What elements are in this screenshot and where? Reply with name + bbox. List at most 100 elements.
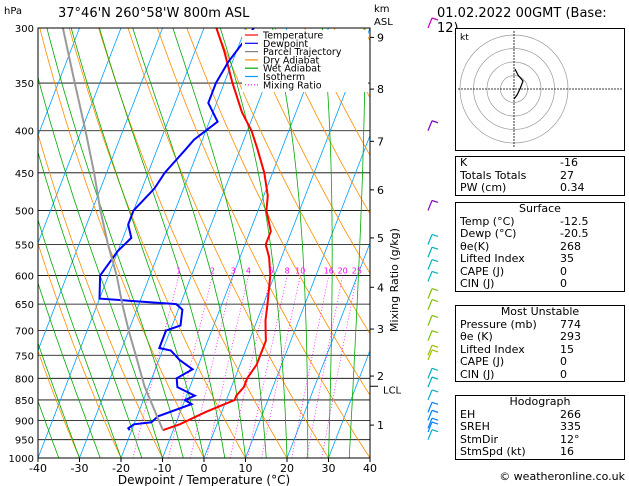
wind-barb-flag — [431, 376, 439, 380]
section-title: Hodograph — [509, 395, 571, 408]
wet-adiabat-line — [172, 28, 267, 458]
row-label: CAPE (J) — [460, 355, 505, 368]
mixing-ratio-label: 2 — [210, 267, 215, 276]
row-value: 266 — [560, 407, 581, 421]
temp-tick-label: 0 — [201, 462, 208, 475]
row-value: -12.5 — [560, 214, 589, 228]
wind-barb-flag — [431, 389, 439, 393]
wind-barb — [427, 259, 433, 270]
pressure-tick-label: 550 — [15, 240, 34, 251]
lcl-label: LCL — [383, 385, 402, 396]
wind-barb — [427, 200, 433, 211]
pressure-tick-label: 400 — [15, 127, 34, 138]
wind-barb-flag — [431, 349, 439, 353]
legend-entry: Wet Adiabat — [263, 64, 321, 75]
wind-barb-flag — [431, 199, 439, 204]
isotherm-line — [245, 134, 370, 458]
pressure-tick-label: 700 — [15, 327, 34, 338]
dry-adiabat-line — [38, 242, 122, 458]
table-row: Dewp (°C) -20.5 — [456, 227, 624, 241]
km-tick-label: 8 — [377, 83, 384, 96]
isotherm-line — [162, 28, 329, 458]
table-row: K -16 — [456, 156, 624, 170]
isotherm-line — [38, 28, 205, 458]
km-tick-label: 3 — [377, 323, 384, 336]
mixing-ratio-line — [247, 275, 288, 458]
row-value: 0 — [560, 355, 567, 368]
indices-table: K -16 Totals Totals 27 PW (cm) 0.34 — [455, 156, 625, 196]
row-label: Pressure (mb) — [460, 317, 537, 331]
hodograph-trace — [513, 68, 524, 100]
wind-barb-flag — [431, 270, 439, 275]
mixing-ratio-label: 3 — [231, 267, 236, 276]
pressure-tick-label: 1000 — [9, 454, 34, 465]
table-row: PW (cm) 0.34 — [456, 181, 624, 195]
temp-tick-label: -30 — [71, 462, 89, 475]
wind-barb — [427, 247, 433, 258]
mixing-ratio-line — [261, 275, 301, 458]
wind-barb — [427, 234, 433, 245]
hodograph-table: Hodograph EH 266 SREH 335 StmDir 12° StmSpd (kt… — [455, 395, 625, 460]
table-row: CIN (J) 0 — [456, 277, 624, 291]
row-value: 27 — [560, 168, 574, 182]
wind-barb — [427, 429, 433, 440]
wind-barb — [427, 17, 433, 29]
table-row: θe (K) 293 — [456, 330, 624, 344]
wind-barb-flag — [431, 258, 439, 263]
wet-adiabat-line — [38, 75, 163, 458]
temp-tick-label: 30 — [322, 462, 336, 475]
dry-adiabat-line — [39, 28, 205, 458]
wet-adiabat-line — [219, 28, 288, 458]
km-tick-label: 5 — [377, 232, 384, 245]
row-value: -16 — [560, 156, 578, 169]
isotherm-line — [79, 28, 246, 458]
wind-barb-flag — [431, 429, 439, 433]
mixing-ratio-line — [291, 275, 330, 458]
mixing-ratio-label: 10 — [295, 267, 305, 276]
row-value: 15 — [560, 342, 574, 356]
pressure-tick-label: 600 — [15, 272, 34, 283]
wind-barb — [427, 376, 433, 388]
wind-barb-flag — [431, 314, 439, 319]
temp-tick-label: 20 — [280, 462, 294, 475]
pressure-tick-label: 350 — [15, 79, 34, 90]
mixing-ratio-line — [168, 275, 213, 458]
km-tick-label: 4 — [377, 281, 384, 294]
wind-barb-flag — [431, 17, 439, 21]
row-label: CIN (J) — [460, 277, 495, 290]
mixing-ratio-line — [321, 275, 358, 458]
wet-adiabat-line — [348, 28, 366, 458]
wet-adiabat-line — [70, 28, 205, 458]
isotherm-line — [203, 28, 370, 458]
pressure-tick-label: 900 — [15, 416, 34, 427]
wind-barb — [427, 271, 433, 282]
series-dewpoint — [98, 28, 255, 431]
temp-tick-label: -20 — [112, 462, 130, 475]
series-parcel-trajectory — [61, 28, 164, 431]
row-label: Temp (°C) — [460, 214, 515, 228]
row-value: 293 — [560, 330, 581, 343]
wind-barb-flag — [431, 299, 439, 303]
wet-adiabat-line — [272, 28, 309, 458]
wind-barb-flag — [431, 417, 439, 421]
table-row: SREH 335 — [456, 420, 624, 434]
left-axis-unit: hPa — [4, 6, 22, 17]
wind-barb — [427, 299, 433, 310]
mixing-ratio-label: 6 — [268, 267, 273, 276]
legend-entry: Isotherm — [263, 72, 305, 83]
section-title: Surface — [519, 202, 561, 215]
row-value: 16 — [560, 445, 574, 458]
row-value: 0 — [560, 264, 567, 278]
isotherm-line — [38, 28, 122, 245]
legend-entry: Dewpoint — [263, 39, 308, 50]
row-value: 35 — [560, 252, 574, 265]
km-tick-label: 7 — [377, 135, 384, 148]
row-value: 12° — [560, 432, 580, 446]
mixing-ratio-line — [206, 275, 249, 458]
isotherm-line — [38, 28, 80, 137]
mixing-ratio-label: 25 — [352, 267, 362, 276]
dry-adiabat-line — [127, 28, 329, 458]
isotherm-line — [120, 28, 288, 458]
isotherm-line — [38, 28, 163, 352]
copyright-footer: © weatheronline.co.uk — [499, 470, 625, 483]
